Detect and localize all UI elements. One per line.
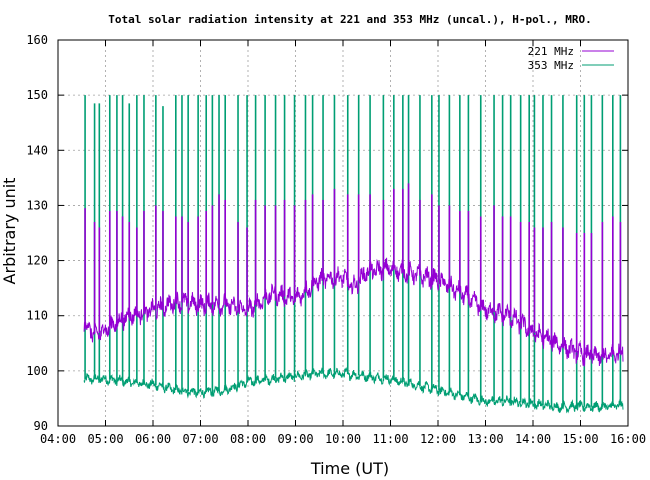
y-tick-label: 90 — [34, 419, 48, 433]
x-axis-label: Time (UT) — [310, 459, 389, 478]
y-axis-label: Arbitrary unit — [0, 178, 19, 285]
x-tick-label: 08:00 — [230, 432, 266, 446]
legend-label: 353 MHz — [528, 59, 574, 72]
x-tick-label: 10:00 — [325, 432, 361, 446]
y-tick-label: 110 — [26, 309, 48, 323]
plot-area — [83, 95, 624, 414]
x-tick-label: 09:00 — [277, 432, 313, 446]
grid — [58, 40, 628, 426]
x-tick-label: 16:00 — [610, 432, 646, 446]
x-tick-label: 05:00 — [87, 432, 123, 446]
x-axis-ticks: 04:00 05:00 06:00 07:00 08:00 09:00 10:00 11:00… — [40, 40, 646, 446]
legend-label: 221 MHz — [528, 45, 574, 58]
x-tick-label: 11:00 — [372, 432, 408, 446]
y-tick-label: 130 — [26, 198, 48, 212]
x-tick-label: 13:00 — [467, 432, 503, 446]
y-axis-ticks: 90 100 110 120 130 140 150 160 — [26, 33, 628, 433]
x-tick-label: 04:00 — [40, 432, 76, 446]
x-tick-label: 06:00 — [135, 432, 171, 446]
y-tick-label: 120 — [26, 254, 48, 268]
x-tick-label: 14:00 — [515, 432, 551, 446]
chart-title: Total solar radiation intensity at 221 a… — [108, 13, 591, 26]
series-s353-line — [83, 366, 624, 414]
y-tick-label: 150 — [26, 88, 48, 102]
y-tick-label: 100 — [26, 364, 48, 378]
x-tick-label: 15:00 — [562, 432, 598, 446]
x-tick-label: 07:00 — [182, 432, 218, 446]
y-tick-label: 160 — [26, 33, 48, 47]
y-tick-label: 140 — [26, 143, 48, 157]
x-tick-label: 12:00 — [420, 432, 456, 446]
series-s221-line — [83, 257, 624, 367]
